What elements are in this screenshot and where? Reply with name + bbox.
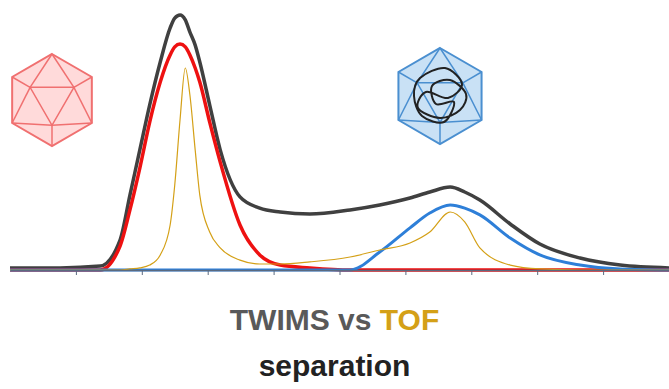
x-tick-mark xyxy=(208,270,209,275)
x-tick-mark xyxy=(274,270,275,275)
icon-face xyxy=(30,87,74,125)
plot-area xyxy=(10,15,669,270)
icon-edge xyxy=(52,54,74,87)
icon-edge xyxy=(30,54,52,87)
chart: TWIMS vs TOF separation xyxy=(0,0,669,389)
icon-edge xyxy=(12,123,52,125)
icon-outline xyxy=(398,48,481,144)
x-tick-mark xyxy=(603,270,604,275)
icon-outline xyxy=(12,54,92,146)
icon-edge xyxy=(12,87,30,123)
x-tick-mark xyxy=(405,270,406,275)
x-tick xyxy=(142,270,143,275)
icon-edge xyxy=(398,72,417,83)
x-tick xyxy=(405,270,406,275)
x-tick xyxy=(274,270,275,275)
x-tick-mark xyxy=(142,270,143,275)
x-tick-mark xyxy=(340,270,341,275)
series-line xyxy=(10,44,669,270)
x-tick xyxy=(471,270,472,275)
series-line xyxy=(10,68,669,270)
x-axis xyxy=(11,270,669,275)
x-tick xyxy=(340,270,341,275)
icon-edge xyxy=(439,122,441,144)
x-tick-mark xyxy=(471,270,472,275)
icosahedron-icon xyxy=(398,48,481,144)
icon-tangle xyxy=(414,68,466,123)
icon-edge xyxy=(74,77,92,87)
series-line xyxy=(10,15,669,268)
icon-edge xyxy=(463,72,482,83)
x-tick xyxy=(76,270,77,275)
x-tick-mark xyxy=(537,270,538,275)
x-tick xyxy=(208,270,209,275)
icosahedron-icon xyxy=(12,54,92,146)
x-tick xyxy=(537,270,538,275)
subtitle: separation xyxy=(259,349,411,382)
icon-edge xyxy=(74,87,92,123)
x-tick xyxy=(603,270,604,275)
series-line xyxy=(10,205,669,270)
icon-edge xyxy=(52,123,92,125)
icon-edge xyxy=(12,77,30,87)
title: TWIMS vs TOF xyxy=(230,303,439,336)
icon-edge xyxy=(51,125,53,146)
x-tick-mark xyxy=(76,270,77,275)
